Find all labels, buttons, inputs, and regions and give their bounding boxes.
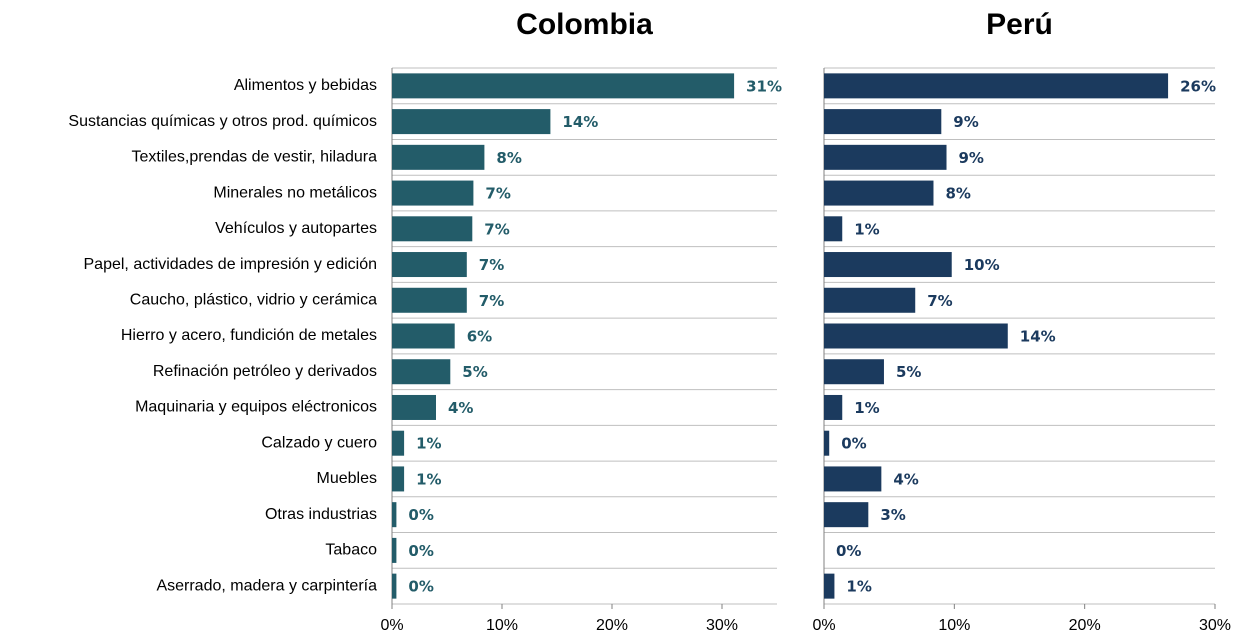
value-label: 3% xyxy=(880,506,905,524)
bar xyxy=(824,430,830,456)
value-label: 26% xyxy=(1180,77,1216,95)
bar xyxy=(824,502,869,528)
x-tick-label: 0% xyxy=(812,617,835,634)
value-label: 1% xyxy=(846,578,871,596)
bar xyxy=(824,144,947,170)
value-label: 0% xyxy=(408,578,433,596)
bar xyxy=(392,359,451,385)
x-tick-label: 10% xyxy=(938,617,970,634)
x-tick-label: 0% xyxy=(380,617,403,634)
bar xyxy=(824,323,1008,349)
value-label: 1% xyxy=(854,399,879,417)
bar xyxy=(392,394,436,420)
bar xyxy=(392,144,485,170)
value-label: 7% xyxy=(479,256,504,274)
category-label: Muebles xyxy=(317,470,377,487)
bar xyxy=(824,394,843,420)
value-label: 0% xyxy=(841,435,866,453)
category-label: Vehículos y autopartes xyxy=(215,220,377,237)
value-label: 7% xyxy=(485,185,510,203)
value-label: 8% xyxy=(496,149,521,167)
category-label: Maquinaria y equipos eléctronicos xyxy=(135,399,377,416)
value-label: 7% xyxy=(484,220,509,238)
x-tick-label: 30% xyxy=(706,617,738,634)
bar xyxy=(392,323,455,349)
value-label: 0% xyxy=(408,542,433,560)
bar xyxy=(392,573,397,599)
value-label: 31% xyxy=(746,77,782,95)
value-label: 1% xyxy=(416,435,441,453)
bar xyxy=(824,252,952,278)
value-label: 14% xyxy=(562,113,598,131)
bar xyxy=(392,252,467,278)
bar xyxy=(392,216,473,242)
chart-title: Colombia xyxy=(516,8,653,41)
bar xyxy=(824,180,934,206)
bar xyxy=(392,466,405,492)
value-label: 1% xyxy=(854,220,879,238)
bar xyxy=(392,180,474,206)
bar xyxy=(824,573,835,599)
value-label: 0% xyxy=(836,542,861,560)
category-label: Aserrado, madera y carpintería xyxy=(156,577,377,594)
category-label: Hierro y acero, fundición de metales xyxy=(121,327,377,344)
value-label: 5% xyxy=(896,363,921,381)
value-label: 9% xyxy=(959,149,984,167)
category-label: Textiles,prendas de vestir, hiladura xyxy=(132,149,378,166)
bar xyxy=(824,216,843,242)
category-label: Tabaco xyxy=(325,542,377,559)
x-tick-label: 30% xyxy=(1199,617,1231,634)
x-tick-label: 20% xyxy=(596,617,628,634)
category-label: Alimentos y bebidas xyxy=(234,77,377,94)
bar xyxy=(392,537,397,563)
value-label: 0% xyxy=(408,506,433,524)
value-label: 1% xyxy=(416,470,441,488)
bar xyxy=(824,287,916,313)
category-label: Calzado y cuero xyxy=(261,434,377,451)
bar xyxy=(392,73,735,99)
category-label: Papel, actividades de impresión y edició… xyxy=(84,256,378,273)
value-label: 4% xyxy=(893,470,918,488)
category-label: Caucho, plástico, vidrio y cerámica xyxy=(130,291,377,308)
bar xyxy=(824,359,884,385)
bar xyxy=(824,109,942,135)
value-label: 10% xyxy=(964,256,1000,274)
bar xyxy=(824,73,1169,99)
category-label: Sustancias químicas y otros prod. químic… xyxy=(68,113,377,130)
bar xyxy=(392,502,397,528)
chart-title: Perú xyxy=(986,8,1053,41)
category-label: Refinación petróleo y derivados xyxy=(153,363,377,380)
category-label: Minerales no metálicos xyxy=(213,184,377,201)
value-label: 8% xyxy=(945,185,970,203)
value-label: 4% xyxy=(448,399,473,417)
bar xyxy=(824,466,882,492)
category-label: Otras industrias xyxy=(265,506,377,523)
value-label: 6% xyxy=(467,328,492,346)
bar xyxy=(392,287,467,313)
bar xyxy=(392,430,405,456)
value-label: 9% xyxy=(953,113,978,131)
bar xyxy=(392,109,551,135)
value-label: 5% xyxy=(462,363,487,381)
x-tick-label: 20% xyxy=(1069,617,1101,634)
value-label: 7% xyxy=(927,292,952,310)
x-tick-label: 10% xyxy=(486,617,518,634)
value-label: 7% xyxy=(479,292,504,310)
value-label: 14% xyxy=(1020,328,1056,346)
